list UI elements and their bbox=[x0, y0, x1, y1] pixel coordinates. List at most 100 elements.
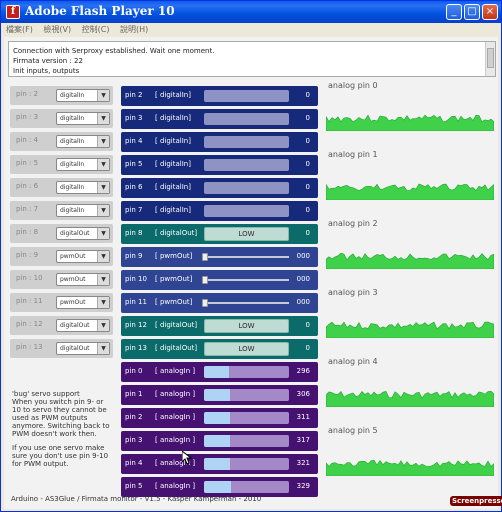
pin-mode-select[interactable]: digitalIn ▼ bbox=[56, 181, 110, 194]
close-button[interactable]: × bbox=[482, 4, 498, 20]
chevron-down-icon[interactable]: ▼ bbox=[97, 297, 109, 308]
analog-pin-label: analog pin 0 bbox=[328, 81, 378, 90]
pwm-slider-track[interactable] bbox=[204, 279, 289, 281]
servo-note-paragraph: If you use one servo make sure you don't… bbox=[12, 444, 109, 468]
console-scrollbar[interactable] bbox=[485, 42, 495, 76]
chevron-down-icon[interactable]: ▼ bbox=[97, 182, 109, 193]
pin-row-pwmOut: pin 11 [ pwmOut] 000 bbox=[121, 293, 318, 313]
pwm-slider-handle[interactable] bbox=[202, 276, 208, 284]
chevron-down-icon[interactable]: ▼ bbox=[97, 90, 109, 101]
pin-value: 329 bbox=[296, 482, 310, 490]
pin-mode-select[interactable]: digitalIn ▼ bbox=[56, 204, 110, 217]
pin-config-label: pin : 5 bbox=[16, 159, 39, 167]
low-toggle-button[interactable]: LOW bbox=[204, 342, 289, 356]
minimize-button[interactable]: _ bbox=[446, 4, 462, 20]
pin-name: pin 4 bbox=[125, 459, 143, 467]
menu-view[interactable]: 檢視(V) bbox=[43, 25, 72, 34]
chevron-down-icon[interactable]: ▼ bbox=[97, 159, 109, 170]
low-toggle-button[interactable]: LOW bbox=[204, 319, 289, 333]
pin-mode-select[interactable]: pwmOut ▼ bbox=[56, 273, 110, 286]
pin-mode: [ analogIn ] bbox=[155, 367, 196, 375]
servo-note-paragraph: 'bug' servo support When you switch pin … bbox=[12, 390, 110, 438]
scrollbar-thumb[interactable] bbox=[487, 48, 494, 68]
pin-mode-select[interactable]: digitalOut ▼ bbox=[56, 227, 110, 240]
pin-row-analogIn: pin 4 [ analogIn ] 321 bbox=[121, 454, 318, 474]
pin-value: 0 bbox=[305, 229, 310, 237]
low-toggle-button[interactable]: LOW bbox=[204, 227, 289, 241]
pin-mode-select[interactable]: digitalOut ▼ bbox=[56, 319, 110, 332]
pin-mode-select[interactable]: pwmOut ▼ bbox=[56, 296, 110, 309]
maximize-button[interactable]: □ bbox=[464, 4, 480, 20]
title-bar[interactable]: f Adobe Flash Player 10 _ □ × bbox=[1, 1, 501, 23]
pin-mode-select[interactable]: digitalIn ▼ bbox=[56, 112, 110, 125]
pin-mode-value: digitalIn bbox=[60, 115, 85, 122]
pin-row-digitalOut: pin 13 [ digitalOut] LOW 0 bbox=[121, 339, 318, 359]
chevron-down-icon[interactable]: ▼ bbox=[97, 320, 109, 331]
pin-name: pin 4 bbox=[125, 137, 143, 145]
chevron-down-icon[interactable]: ▼ bbox=[97, 251, 109, 262]
chevron-down-icon[interactable]: ▼ bbox=[97, 228, 109, 239]
digital-input-indicator bbox=[204, 136, 289, 148]
pin-config-row: pin : 9 pwmOut ▼ bbox=[10, 247, 113, 266]
digital-input-indicator bbox=[204, 182, 289, 194]
pin-name: pin 7 bbox=[125, 206, 143, 214]
pin-config-row: pin : 2 digitalIn ▼ bbox=[10, 86, 113, 105]
menu-help[interactable]: 說明(H) bbox=[120, 25, 149, 34]
pwm-slider-track[interactable] bbox=[204, 302, 289, 304]
pin-mode-select[interactable]: digitalIn ▼ bbox=[56, 89, 110, 102]
digital-input-indicator bbox=[204, 113, 289, 125]
analog-level-bar bbox=[204, 412, 289, 424]
digital-input-indicator bbox=[204, 90, 289, 102]
pin-mode-select[interactable]: digitalIn ▼ bbox=[56, 135, 110, 148]
chevron-down-icon[interactable]: ▼ bbox=[97, 136, 109, 147]
pin-mode: [ digitalIn] bbox=[155, 137, 191, 145]
pwm-slider-handle[interactable] bbox=[202, 299, 208, 307]
pin-mode: [ analogIn ] bbox=[155, 482, 196, 490]
chevron-down-icon[interactable]: ▼ bbox=[97, 205, 109, 216]
pin-mode-value: digitalIn bbox=[60, 138, 85, 145]
pin-row-analogIn: pin 2 [ analogIn ] 311 bbox=[121, 408, 318, 428]
pin-config-row: pin : 5 digitalIn ▼ bbox=[10, 155, 113, 174]
chevron-down-icon[interactable]: ▼ bbox=[97, 113, 109, 124]
pin-value: 000 bbox=[296, 298, 310, 306]
chevron-down-icon[interactable]: ▼ bbox=[97, 343, 109, 354]
console-line: Firmata version : 22 bbox=[13, 57, 83, 65]
pin-config-label: pin : 9 bbox=[16, 251, 39, 259]
pin-value: 317 bbox=[296, 436, 310, 444]
servo-note: 'bug' servo support When you switch pin … bbox=[12, 390, 112, 474]
pin-mode-value: digitalIn bbox=[60, 207, 85, 214]
pin-row-digitalIn: pin 6 [ digitalIn] 0 bbox=[121, 178, 318, 198]
pin-name: pin 5 bbox=[125, 160, 143, 168]
chevron-down-icon[interactable]: ▼ bbox=[97, 274, 109, 285]
analog-pin-graph bbox=[326, 459, 494, 476]
analog-level-bar bbox=[204, 458, 289, 470]
pin-config-row: pin : 6 digitalIn ▼ bbox=[10, 178, 113, 197]
pin-mode: [ digitalOut] bbox=[155, 344, 198, 352]
pin-mode: [ digitalOut] bbox=[155, 229, 198, 237]
pin-mode: [ digitalOut] bbox=[155, 321, 198, 329]
menu-file[interactable]: 檔案(F) bbox=[6, 25, 33, 34]
pin-name: pin 8 bbox=[125, 229, 143, 237]
analog-pin-graph bbox=[326, 321, 494, 338]
pin-mode-select[interactable]: digitalIn ▼ bbox=[56, 158, 110, 171]
pin-config-row: pin : 7 digitalIn ▼ bbox=[10, 201, 113, 220]
pin-value: 000 bbox=[296, 275, 310, 283]
pin-mode: [ digitalIn] bbox=[155, 160, 191, 168]
pwm-slider-track[interactable] bbox=[204, 256, 289, 258]
analog-level-bar bbox=[204, 366, 289, 378]
analog-level-fill bbox=[204, 412, 230, 424]
pin-name: pin 10 bbox=[125, 275, 147, 283]
menu-control[interactable]: 控制(C) bbox=[81, 25, 110, 34]
pin-mode-select[interactable]: pwmOut ▼ bbox=[56, 250, 110, 263]
pin-mode: [ pwmOut] bbox=[155, 275, 193, 283]
pwm-slider-handle[interactable] bbox=[202, 253, 208, 261]
pin-config-label: pin : 6 bbox=[16, 182, 39, 190]
pin-config-row: pin : 10 pwmOut ▼ bbox=[10, 270, 113, 289]
pin-mode-select[interactable]: digitalOut ▼ bbox=[56, 342, 110, 355]
pin-mode-value: digitalIn bbox=[60, 184, 85, 191]
screenpresso-watermark: Screenpresso bbox=[450, 496, 502, 506]
flash-logo-icon: f bbox=[6, 5, 20, 19]
pin-row-digitalOut: pin 12 [ digitalOut] LOW 0 bbox=[121, 316, 318, 336]
pin-mode: [ digitalIn] bbox=[155, 91, 191, 99]
